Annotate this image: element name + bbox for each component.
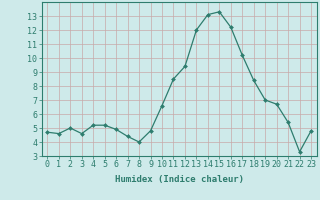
X-axis label: Humidex (Indice chaleur): Humidex (Indice chaleur)	[115, 175, 244, 184]
